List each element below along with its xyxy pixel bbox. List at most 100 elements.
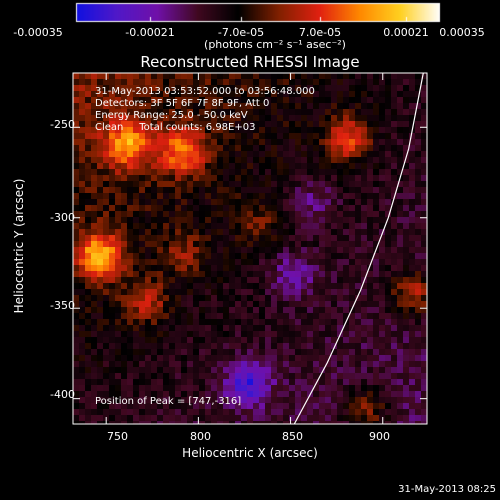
heatmap-cell bbox=[391, 301, 397, 307]
heatmap-cell bbox=[295, 331, 301, 337]
heatmap-cell bbox=[133, 301, 139, 307]
heatmap-cell bbox=[229, 307, 235, 313]
heatmap-cell bbox=[199, 211, 205, 217]
heatmap-cell bbox=[103, 133, 109, 139]
heatmap-cell bbox=[397, 379, 403, 385]
heatmap-cell bbox=[109, 181, 115, 187]
heatmap-cell bbox=[283, 295, 289, 301]
heatmap-cell bbox=[187, 373, 193, 379]
heatmap-cell bbox=[349, 283, 355, 289]
heatmap-cell bbox=[253, 337, 259, 343]
heatmap-cell bbox=[277, 193, 283, 199]
heatmap-cell bbox=[193, 103, 199, 109]
heatmap-cell bbox=[259, 169, 265, 175]
heatmap-cell bbox=[415, 349, 421, 355]
heatmap-cell bbox=[181, 397, 187, 403]
heatmap-cell bbox=[367, 133, 373, 139]
heatmap-cell bbox=[241, 247, 247, 253]
heatmap-cell bbox=[91, 139, 97, 145]
heatmap-cell bbox=[121, 313, 127, 319]
heatmap-cell bbox=[331, 223, 337, 229]
heatmap-cell bbox=[289, 163, 295, 169]
heatmap-cell bbox=[145, 91, 151, 97]
heatmap-cell bbox=[97, 193, 103, 199]
heatmap-cell bbox=[283, 223, 289, 229]
heatmap-cell bbox=[187, 139, 193, 145]
heatmap-cell bbox=[265, 163, 271, 169]
heatmap-cell bbox=[181, 211, 187, 217]
heatmap-cell bbox=[193, 187, 199, 193]
heatmap-cell bbox=[199, 91, 205, 97]
heatmap-cell bbox=[223, 139, 229, 145]
heatmap-cell bbox=[121, 139, 127, 145]
heatmap-cell bbox=[355, 115, 361, 121]
heatmap-cell bbox=[337, 349, 343, 355]
heatmap-cell bbox=[79, 271, 85, 277]
heatmap-cell bbox=[421, 307, 427, 313]
heatmap-cell bbox=[349, 121, 355, 127]
heatmap-cell bbox=[139, 313, 145, 319]
heatmap-cell bbox=[217, 97, 223, 103]
heatmap-cell bbox=[187, 301, 193, 307]
heatmap-cell bbox=[271, 229, 277, 235]
heatmap-cell bbox=[199, 391, 205, 397]
heatmap-cell bbox=[139, 319, 145, 325]
heatmap-cell bbox=[217, 313, 223, 319]
heatmap-cell bbox=[361, 103, 367, 109]
heatmap-cell bbox=[289, 217, 295, 223]
heatmap-cell bbox=[121, 199, 127, 205]
heatmap-cell bbox=[421, 217, 427, 223]
heatmap-cell bbox=[313, 115, 319, 121]
heatmap-cell bbox=[277, 97, 283, 103]
heatmap-cell bbox=[355, 319, 361, 325]
heatmap-cell bbox=[133, 109, 139, 115]
heatmap-cell bbox=[151, 199, 157, 205]
heatmap-cell bbox=[217, 247, 223, 253]
heatmap-cell bbox=[277, 367, 283, 373]
heatmap-cell bbox=[187, 349, 193, 355]
heatmap-cell bbox=[235, 133, 241, 139]
heatmap-cell bbox=[193, 379, 199, 385]
annotation-peak-position: Position of Peak = [747,-316] bbox=[95, 396, 242, 407]
heatmap-cell bbox=[205, 205, 211, 211]
heatmap-cell bbox=[139, 241, 145, 247]
heatmap-cell bbox=[199, 385, 205, 391]
heatmap-cell bbox=[145, 295, 151, 301]
heatmap-cell bbox=[313, 181, 319, 187]
heatmap-cell bbox=[115, 133, 121, 139]
heatmap-cell bbox=[259, 181, 265, 187]
heatmap-cell bbox=[109, 109, 115, 115]
heatmap-cell bbox=[349, 247, 355, 253]
heatmap-cell bbox=[379, 349, 385, 355]
heatmap-cell bbox=[145, 301, 151, 307]
heatmap-cell bbox=[283, 205, 289, 211]
heatmap-cell bbox=[169, 415, 175, 421]
heatmap-cell bbox=[349, 157, 355, 163]
heatmap-cell bbox=[283, 115, 289, 121]
heatmap-cell bbox=[79, 265, 85, 271]
heatmap-cell bbox=[367, 403, 373, 409]
colorbar-units: (photons cm⁻² s⁻¹ asec⁻²) bbox=[204, 38, 346, 51]
heatmap-cell bbox=[367, 85, 373, 91]
heatmap-cell bbox=[421, 325, 427, 331]
heatmap-cell bbox=[127, 409, 133, 415]
heatmap-cell bbox=[229, 337, 235, 343]
heatmap-cell bbox=[385, 205, 391, 211]
heatmap-cell bbox=[295, 163, 301, 169]
heatmap-cell bbox=[223, 409, 229, 415]
heatmap-cell bbox=[241, 253, 247, 259]
heatmap-cell bbox=[355, 187, 361, 193]
heatmap-cell bbox=[337, 409, 343, 415]
heatmap-cell bbox=[115, 361, 121, 367]
heatmap-cell bbox=[193, 319, 199, 325]
heatmap-cell bbox=[157, 73, 163, 79]
heatmap-cell bbox=[307, 325, 313, 331]
heatmap-cell bbox=[157, 319, 163, 325]
heatmap-cell bbox=[331, 415, 337, 421]
heatmap-cell bbox=[211, 121, 217, 127]
heatmap-cell bbox=[79, 403, 85, 409]
heatmap-cell bbox=[403, 313, 409, 319]
heatmap-cell bbox=[133, 121, 139, 127]
heatmap-cell bbox=[391, 307, 397, 313]
heatmap-cell bbox=[175, 85, 181, 91]
